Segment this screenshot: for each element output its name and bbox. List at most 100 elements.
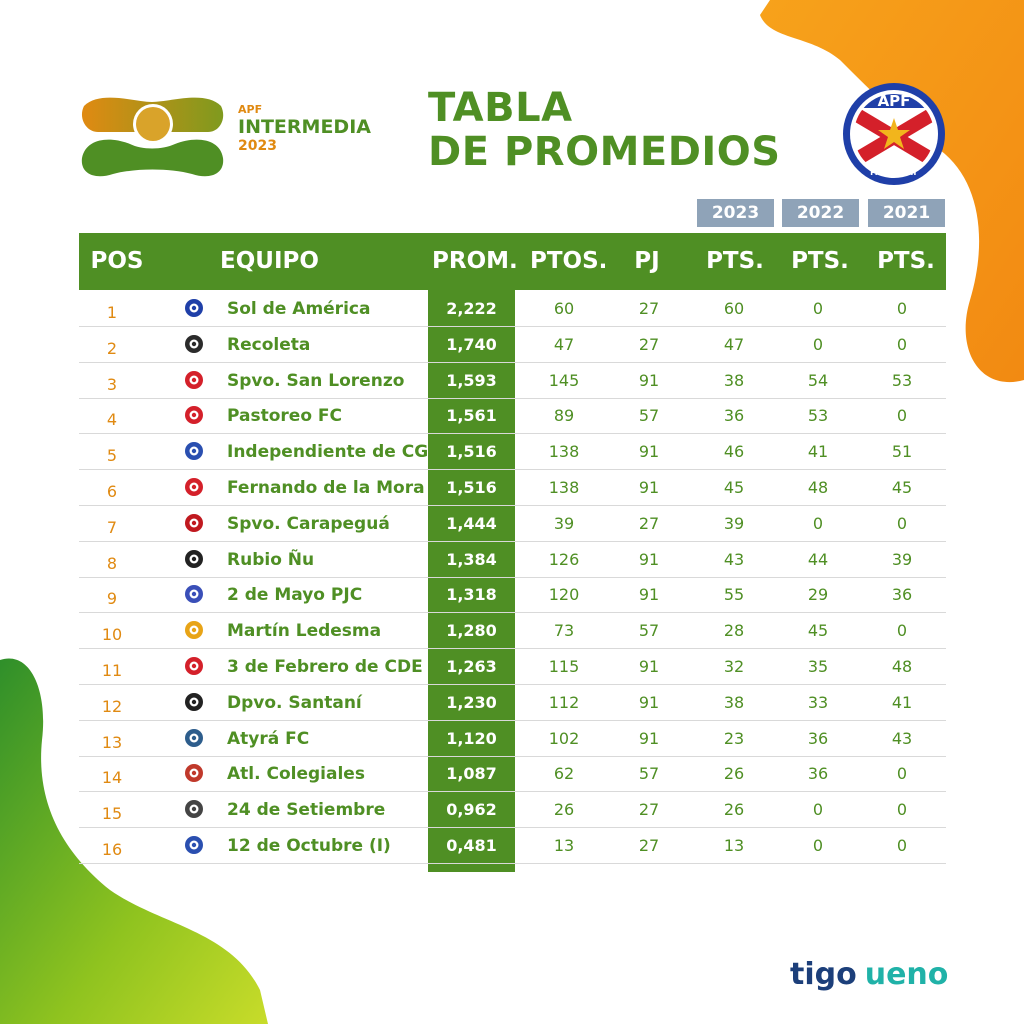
cell-pts-2021: 39 [891,549,913,569]
cell-pts-2023: 47 [723,334,745,354]
cell-team: 24 de Setiembre [227,800,386,821]
cell-pts-2023: 39 [723,513,745,533]
row-divider [79,648,946,650]
team-crest-icon [185,585,203,604]
badge-bottom-text: PARAGUAY [870,168,918,177]
team-crest-icon [185,478,203,496]
cell-pos: 3 [106,374,118,394]
cell-pos: 4 [106,410,118,430]
cell-team: Independiente de CG [227,442,429,463]
table-row: 8 Rubio Ñu 1,384 126 91 43 44 39 [79,542,946,578]
cell-ptos: 47 [553,334,575,354]
table-row: 9 2 de Mayo PJC 1,318 120 91 55 29 36 [79,577,946,614]
league-name: APF INTERMEDIA 2023 [238,104,371,153]
cell-pts-2022: 45 [807,621,829,641]
intermedia-logo [81,97,224,177]
cell-pts-2023: 32 [723,657,745,676]
team-crest-icon [185,692,203,711]
cell-prom: 1,516 [446,478,497,497]
table-row: 2 Recoleta 1,740 47 27 47 0 0 [79,327,946,363]
cell-prom: 0,481 [446,836,497,855]
orange-blob-decoration [760,0,1024,383]
cell-ptos: 138 [548,442,580,462]
cell-pts-2021: 0 [896,764,908,784]
cell-pj: 91 [638,549,660,569]
table-row: 11 3 de Febrero de CDE 1,263 115 91 32 35 48 [79,649,946,685]
header-pts-2022: PTS. [791,248,849,274]
cell-pts-2021: 43 [891,728,913,748]
table-row: 14 Atl. Colegiales 1,087 62 57 26 36 0 [79,756,946,793]
year-tab-2023: 2023 [697,199,774,227]
cell-pts-2023: 60 [723,299,745,318]
ueno-logo: ueno [864,957,949,992]
cell-pts-2021: 0 [896,836,908,855]
team-crest-icon [185,406,203,425]
cell-pts-2022: 33 [807,692,829,712]
cell-pj: 27 [638,836,660,855]
cell-team: Recoleta [227,334,311,355]
cell-team: Spvo. San Lorenzo [227,370,405,391]
apf-badge-logo: APF PARAGUAY [843,83,945,185]
cell-pj: 27 [638,800,660,820]
row-divider [79,505,946,506]
cell-pts-2021: 36 [891,585,913,605]
sponsor-logos: tigo ueno [790,955,948,995]
cell-pj: 91 [638,585,660,605]
team-crest-icon [185,442,203,461]
page-title: TABLA DE PROMEDIOS [428,86,781,174]
header-pj: PJ [634,248,660,274]
row-divider [79,326,946,327]
cell-pos: 10 [101,625,123,645]
cell-pos: 12 [101,696,123,716]
title-line2: DE PROMEDIOS [428,129,781,175]
cell-pts-2023: 26 [723,764,745,784]
cell-pts-2021: 0 [896,621,908,641]
cell-prom: 1,280 [446,621,497,641]
cell-prom: 1,516 [446,442,497,462]
cell-prom: 1,740 [446,334,497,354]
cell-pts-2022: 0 [812,299,824,318]
cell-pts-2022: 0 [812,800,824,820]
team-crest-icon [185,549,203,568]
cell-pts-2022: 36 [807,728,829,748]
league-line1: APF [238,103,263,116]
cell-prom: 1,593 [446,370,497,390]
team-crest-icon [185,800,203,819]
cell-prom: 1,263 [446,657,497,676]
cell-pos: 7 [106,517,118,537]
team-crest-icon [185,836,203,854]
cell-pts-2022: 0 [812,836,824,855]
cell-pos: 5 [106,446,118,466]
team-crest-icon [185,621,203,640]
league-line2: INTERMEDIA [238,116,371,138]
cell-prom: 0,962 [446,800,497,820]
cell-pos: 2 [106,338,118,358]
cell-pj: 57 [638,764,660,784]
row-divider [79,791,946,793]
row-divider [79,719,946,721]
cell-pts-2022: 41 [807,442,829,462]
row-divider [79,397,946,399]
cell-ptos: 115 [548,657,580,676]
table-row: 15 24 de Setiembre 0,962 26 27 26 0 0 [79,792,946,829]
cell-pts-2021: 53 [891,370,913,390]
row-divider [79,433,946,435]
tigo-logo: tigo [790,957,857,992]
cell-prom: 2,222 [446,299,497,318]
cell-ptos: 145 [548,370,580,390]
cell-prom: 1,318 [446,585,497,605]
cell-pts-2023: 36 [723,406,745,426]
cell-pts-2023: 23 [723,728,745,748]
team-crest-icon [185,299,203,317]
cell-prom: 1,120 [446,728,497,748]
cell-team: Rubio Ñu [227,549,315,570]
cell-ptos: 13 [553,836,575,855]
cell-pos: 16 [101,840,123,859]
cell-pos: 1 [106,303,118,322]
cell-team: Atl. Colegiales [227,764,365,785]
header-prom: PROM. [432,248,518,274]
cell-ptos: 102 [548,728,580,748]
year-tab-2021: 2021 [868,199,945,227]
row-divider [79,612,946,614]
cell-pts-2021: 0 [896,299,908,318]
